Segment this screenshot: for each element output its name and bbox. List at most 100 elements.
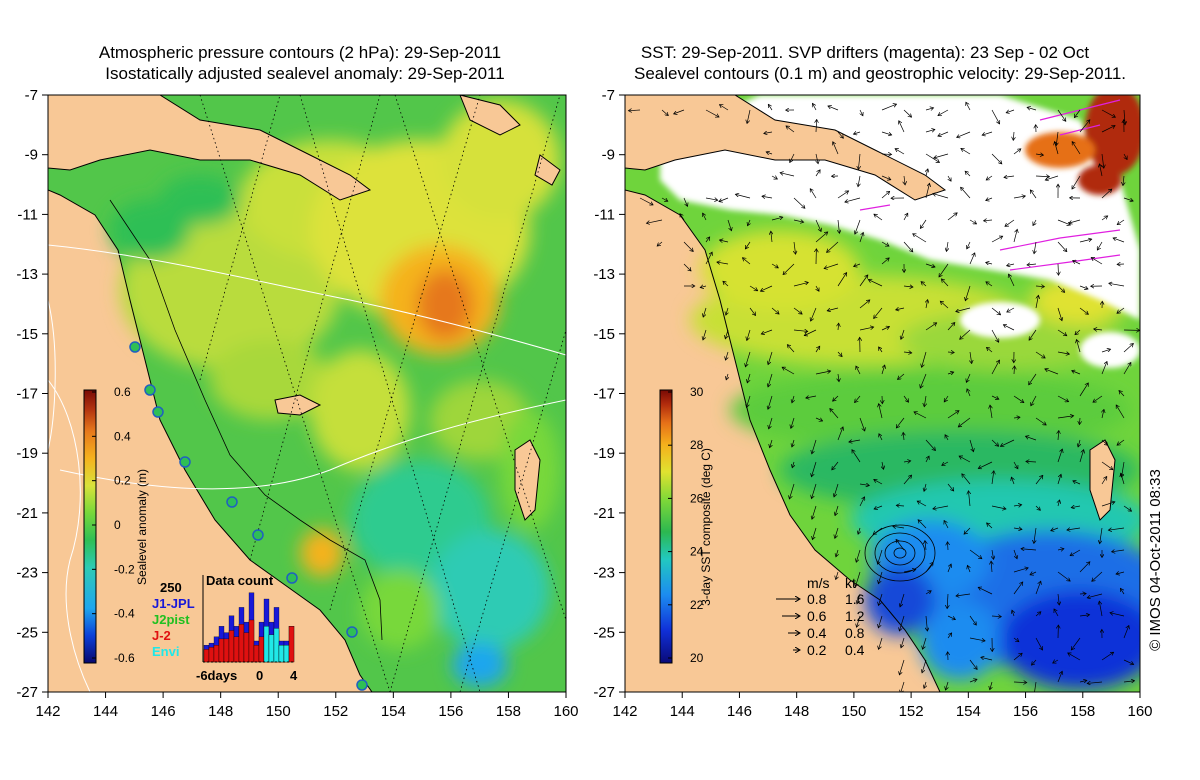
velocity-vector	[705, 109, 719, 117]
velocity-vector	[903, 241, 913, 252]
velocity-vector	[881, 241, 889, 246]
velocity-vector	[1117, 219, 1125, 225]
y-tick-label: -13	[593, 266, 615, 283]
velocity-vector	[901, 637, 905, 648]
velocity-vector	[1057, 449, 1062, 463]
velocity-vector	[879, 347, 883, 353]
velocity-vector	[1121, 473, 1125, 485]
velocity-vector	[933, 194, 949, 199]
velocity-vector	[1078, 439, 1080, 447]
y-tick-label: -25	[593, 624, 615, 641]
velocity-vector	[1101, 476, 1107, 485]
velocity-vector	[903, 475, 912, 485]
velocity-vector	[925, 439, 935, 451]
x-tick-label: 156	[1013, 703, 1038, 720]
velocity-vector	[925, 183, 930, 199]
velocity-vector	[878, 637, 883, 649]
velocity-vector	[1094, 329, 1103, 330]
velocity-key-kt: 0.4	[845, 642, 865, 658]
velocity-vector	[735, 194, 751, 199]
velocity-vector	[878, 549, 883, 564]
velocity-vector	[881, 258, 889, 265]
velocity-vector	[1101, 216, 1108, 221]
velocity-vector	[705, 198, 718, 200]
velocity-vector	[965, 171, 971, 177]
y-tick-label: -25	[16, 624, 38, 641]
y-tick-label: -7	[602, 87, 615, 104]
velocity-vector	[939, 263, 949, 277]
velocity-vector	[1072, 175, 1081, 189]
velocity-vector	[899, 615, 905, 631]
velocity-vector	[1069, 219, 1081, 223]
velocity-vector	[947, 322, 955, 331]
velocity-vector	[1101, 502, 1115, 507]
velocity-vector	[856, 366, 861, 375]
velocity-vector	[1079, 450, 1084, 463]
velocity-vector	[1079, 383, 1088, 397]
velocity-vector	[1092, 571, 1103, 581]
left-title-line1: Atmospheric pressure contours (2 hPa): 2…	[99, 43, 501, 62]
velocity-vector	[881, 191, 890, 199]
velocity-vector	[1057, 671, 1062, 683]
y-tick-label: -19	[16, 445, 38, 462]
velocity-vector	[944, 520, 949, 529]
velocity-vector	[1058, 431, 1059, 441]
velocity-vector	[969, 615, 976, 625]
velocity-vector	[859, 497, 865, 507]
velocity-vector	[1123, 344, 1133, 353]
velocity-vector	[812, 439, 817, 454]
velocity-vector	[992, 549, 994, 559]
velocity-vector	[959, 456, 971, 463]
y-tick-label: -17	[16, 386, 38, 403]
left-altimeter-tracks	[199, 95, 566, 692]
velocity-vector	[789, 483, 795, 499]
velocity-vector	[1057, 549, 1064, 550]
y-tick-label: -9	[25, 147, 38, 164]
velocity-vector	[933, 505, 949, 509]
velocity-vector	[991, 616, 1001, 617]
velocity-vector	[816, 153, 818, 164]
velocity-key-ms: 0.4	[807, 625, 827, 641]
velocity-vector	[1009, 274, 1015, 287]
velocity-vector	[1072, 142, 1081, 155]
velocity-vector	[925, 541, 926, 551]
velocity-vector	[960, 329, 971, 339]
velocity-vector	[903, 213, 908, 221]
velocity-vector	[1035, 612, 1041, 617]
velocity-vector	[925, 591, 931, 594]
y-tick-label: -17	[593, 386, 615, 403]
velocity-vector	[926, 456, 929, 463]
velocity-vector	[816, 119, 817, 133]
velocity-vector	[881, 326, 890, 331]
velocity-vector	[986, 262, 993, 264]
velocity-vector	[991, 561, 992, 573]
velocity-vector	[1035, 417, 1046, 425]
velocity-vector	[793, 330, 808, 331]
velocity-vector	[968, 491, 970, 507]
velocity-vector	[991, 153, 1002, 164]
data-count-bar-envi	[268, 634, 275, 663]
velocity-vector	[1099, 164, 1103, 177]
velocity-vector	[857, 615, 861, 627]
velocity-vector	[991, 109, 1000, 124]
velocity-vector	[833, 142, 839, 155]
velocity-vector	[674, 109, 685, 114]
data-count-title: Data count	[206, 573, 274, 588]
velocity-vector	[792, 461, 794, 468]
velocity-vector	[1013, 417, 1020, 418]
velocity-vector	[1123, 505, 1132, 511]
right-map-panel: SST: 29-Sep-2011. SVP drifters (magenta)…	[593, 43, 1164, 720]
velocity-vector	[947, 213, 957, 221]
velocity-vector	[661, 197, 668, 201]
velocity-vector	[1123, 659, 1134, 664]
velocity-vector	[1013, 149, 1021, 155]
colorbar-tick-label: 0.2	[114, 474, 131, 488]
velocity-vector	[903, 461, 911, 462]
velocity-vector	[832, 461, 839, 470]
left-map-area	[48, 95, 566, 692]
velocity-vector	[1035, 351, 1045, 358]
velocity-vector	[855, 219, 861, 234]
velocity-vector	[824, 263, 839, 269]
colorbar-tick-label: 0.6	[114, 385, 131, 399]
data-count-legend-item: Envi	[152, 644, 179, 659]
